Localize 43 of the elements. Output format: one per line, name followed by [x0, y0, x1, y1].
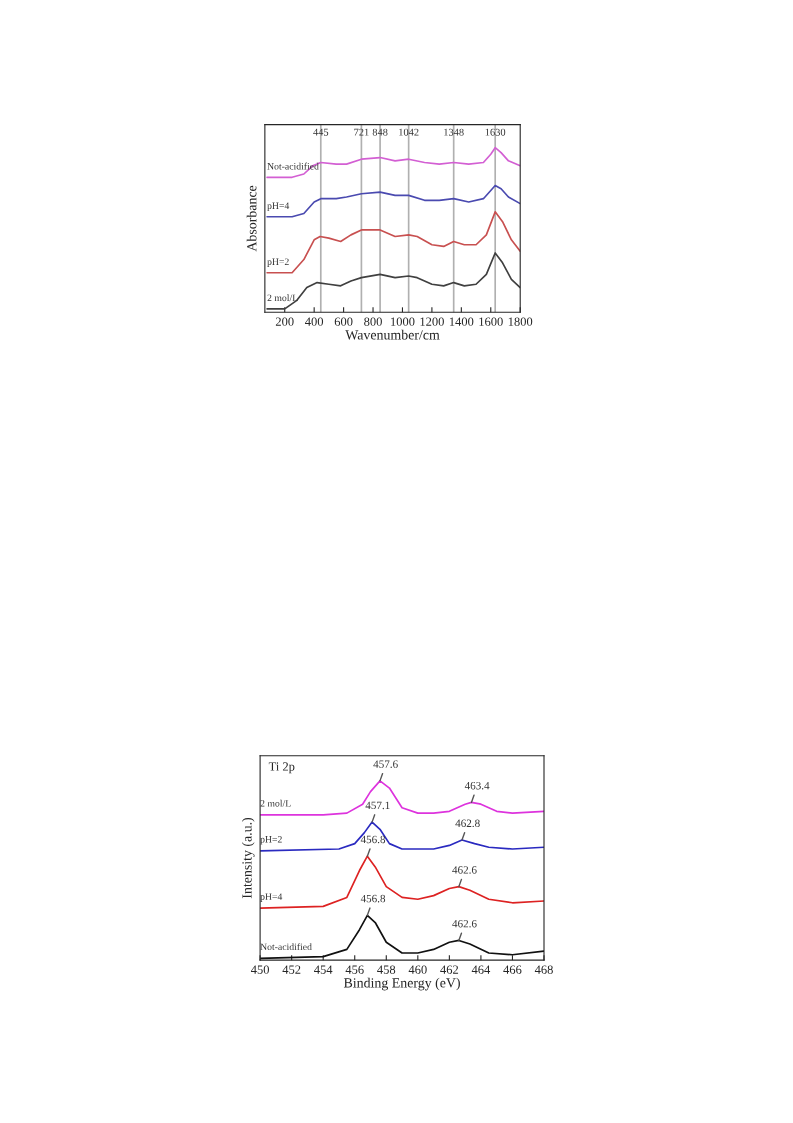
ref-line-label: 1042	[399, 128, 419, 136]
series-label: Not-acidified	[260, 943, 312, 951]
x-tick-label: 400	[305, 317, 324, 326]
chart-title: Ti 2p	[268, 762, 295, 774]
series-label: pH=4	[267, 202, 290, 212]
annotation: 457.1	[365, 801, 390, 810]
x-axis-title: Binding Energy (eV)	[343, 977, 460, 991]
x-tick-label: 452	[282, 965, 301, 974]
ref-line-label: 445	[313, 128, 329, 136]
annotation: 462.6	[452, 866, 477, 874]
x-tick-label: 458	[377, 965, 396, 974]
series-label: 2 mol/L	[260, 799, 291, 807]
y-axis-title: Intensity (a.u.)	[241, 817, 255, 899]
ref-line-label: 721	[354, 128, 369, 136]
ref-line-label: 1348	[444, 128, 464, 136]
y-axis-title: Absorbance	[246, 185, 257, 252]
x-tick-label: 1000	[391, 317, 415, 326]
x-tick-label: 800	[364, 317, 382, 326]
x-tick-label: 460	[408, 965, 427, 974]
series-label: pH=2	[267, 258, 289, 267]
x-tick-label: 454	[314, 965, 333, 974]
x-tick-label: 1600	[479, 317, 503, 326]
x-tick-label: 1800	[508, 317, 533, 326]
annotation: 463.4	[464, 781, 490, 790]
ref-line-label: 848	[372, 128, 388, 136]
x-axis-title: Wavenumber/cm	[345, 329, 440, 340]
series-label: 2 mol/L	[267, 294, 298, 302]
x-tick-label: 462	[440, 965, 459, 974]
x-tick-label: 1200	[420, 317, 444, 326]
annotation: 456.8	[360, 835, 386, 844]
annotation: 457.6	[373, 760, 398, 768]
x-tick-label: 456	[345, 965, 364, 974]
x-tick-label: 1400	[449, 317, 474, 326]
x-tick-label: 464	[471, 965, 491, 974]
x-tick-label: 468	[534, 965, 553, 974]
x-tick-label: 466	[503, 965, 522, 974]
ref-line-label: 1630	[485, 128, 506, 136]
annotation: 462.6	[452, 919, 477, 928]
annotation: 462.8	[455, 819, 480, 828]
x-tick-label: 600	[334, 317, 353, 326]
annotation: 456.8	[360, 894, 386, 903]
x-tick-label: 450	[250, 965, 269, 974]
x-tick-label: 200	[275, 317, 294, 326]
